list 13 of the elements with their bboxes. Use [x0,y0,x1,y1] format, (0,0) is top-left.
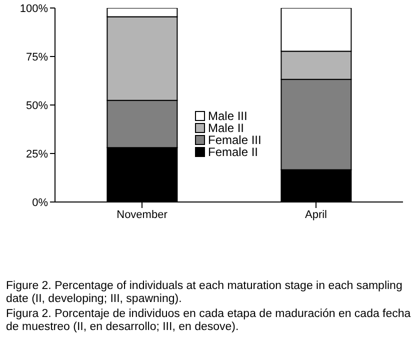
y-tick-label: 0% [32,196,48,209]
y-tick-label: 75% [26,51,48,64]
legend-label: Male III [208,109,248,123]
y-tick-label: 50% [26,100,48,112]
caption: Figure 2. Percentage of individuals at each maturation stage in each sampling date (II, developing; III, spawning). [6,280,404,306]
legend-label: Female II [208,145,258,159]
x-tick-label: November [116,208,168,221]
text: Figura 2. Porcentaje de individuos en cada etapa de maduración en cada fecha de muestreo (II, en desarrollo; III, en desove). [6,308,412,334]
legend-label: Male II [208,121,244,135]
y-tick-label: 100% [20,2,48,15]
y-tick-label: 25% [26,148,48,160]
x-tick-label: April [304,208,328,221]
legend-label: Female III [208,133,262,147]
